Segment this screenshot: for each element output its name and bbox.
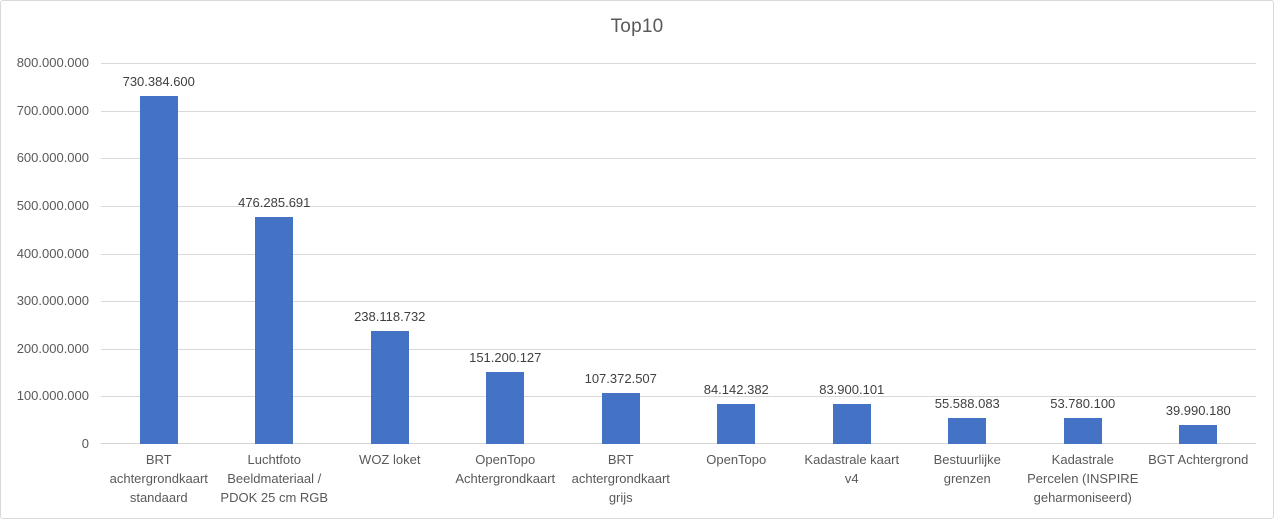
x-axis-category-label: BGT Achtergrond [1148,452,1249,467]
bar[interactable] [832,404,871,444]
x-axis-category-label: OpenTopo [706,452,767,467]
x-axis-category-label: OpenTopo Achtergrondkaart [455,452,556,486]
y-axis-tick-label: 300.000.000 [16,293,89,309]
bar[interactable] [486,372,525,444]
x-axis-category-label: Luchtfoto Beeldmateriaal / PDOK 25 cm RG… [220,452,329,505]
y-axis-tick-label: 800.000.000 [16,55,89,70]
bar-value-label: 55.588.083 [934,395,1000,411]
bar[interactable] [139,96,178,444]
bar-value-label: 107.372.507 [584,370,657,386]
gridline [101,348,1256,350]
bar-value-label: 730.384.600 [122,74,195,90]
bar[interactable] [370,330,409,444]
gridline [101,110,1256,112]
x-axis-line [101,443,1256,444]
y-axis-tick-label: 0 [81,436,89,451]
bar[interactable] [948,417,987,444]
plot-area: 730.384.600 476.285.691 238.118.732 151.200… [101,63,1256,444]
gridline [101,158,1256,160]
bar-value-label: 84.142.382 [703,381,769,397]
x-axis-category-label: BRT achtergrondkaart standaard [109,452,208,505]
y-axis-tick-label: 500.000.000 [16,197,89,213]
x-axis-category-label: WOZ loket [359,452,421,467]
bar[interactable] [601,392,640,444]
y-axis: 0 100.000.000 200.000.000 300.000.000 400.00… [1,55,89,451]
bar-value-label: 83.900.101 [819,382,885,398]
bar[interactable] [717,403,756,444]
gridline [101,396,1256,398]
bar-value-label: 39.990.180 [1165,402,1231,418]
bar[interactable] [1179,424,1218,444]
x-axis-category-label: BRT achtergrondkaart grijs [571,452,670,505]
y-axis-tick-label: 700.000.000 [16,102,89,118]
y-axis-tick-label: 100.000.000 [16,388,89,404]
x-axis: BRT achtergrondkaart standaard Luchtfoto … [101,450,1256,507]
gridline [101,63,1256,64]
y-axis-tick-label: 200.000.000 [16,340,89,356]
gridline [101,205,1256,207]
y-axis-tick-label: 600.000.000 [16,150,89,166]
chart-title: Top10 [610,16,664,37]
y-axis-tick-label: 400.000.000 [16,245,89,261]
x-axis-category-label: Kadastrale Percelen (INSPIRE geharmonise… [1027,452,1139,505]
bar-value-label: 238.118.732 [354,308,426,324]
x-axis-category-label: Bestuurlijke grenzen [933,452,1001,486]
bar[interactable] [255,217,294,444]
bar-value-label: 151.200.127 [469,350,542,365]
bar-value-label: 476.285.691 [238,195,311,211]
gridline [101,301,1256,303]
x-axis-category-label: Kadastrale kaart v4 [804,452,900,486]
bar[interactable] [1063,418,1102,444]
gridline [101,253,1256,255]
bar-value-label: 53.780.100 [1050,396,1116,412]
